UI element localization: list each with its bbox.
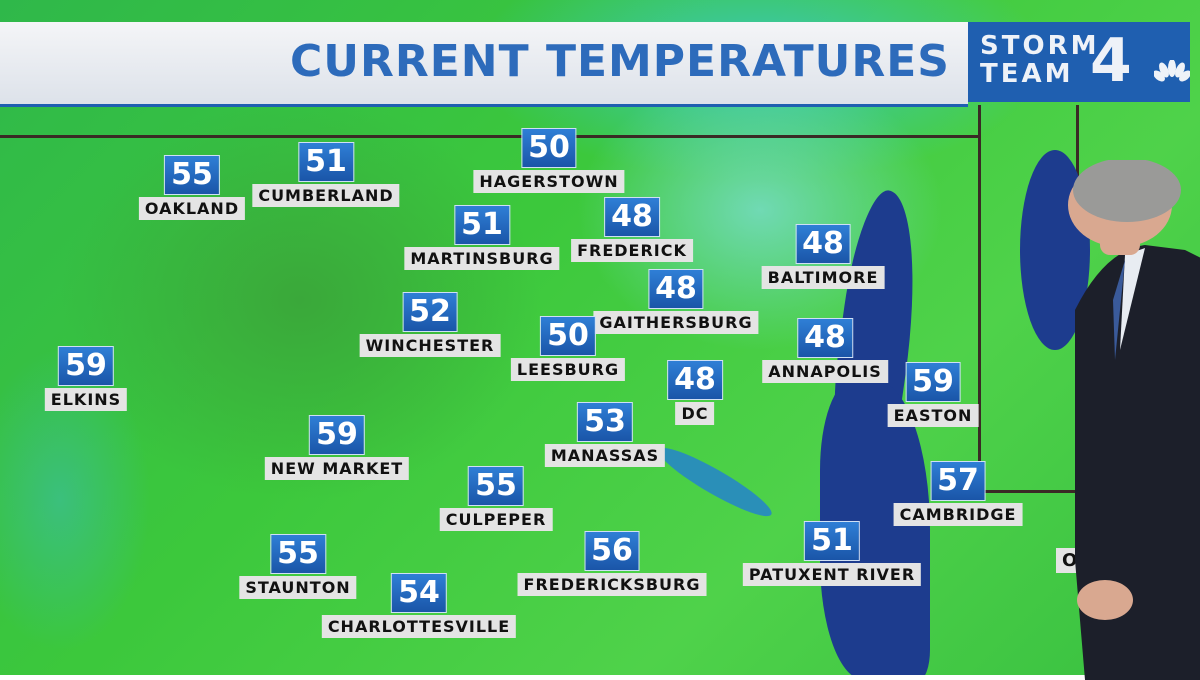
city-marker: 50 LEESBURG: [510, 316, 626, 381]
potomac-river: [652, 439, 778, 525]
temperature-badge: 50: [540, 316, 596, 356]
city-marker: 59 NEW MARKET: [264, 415, 410, 480]
logo-number: 4: [1090, 26, 1132, 96]
city-name: WINCHESTER: [359, 334, 501, 357]
city-marker: 52 WINCHESTER: [359, 292, 501, 357]
city-marker: 54 CHARLOTTESVILLE: [321, 573, 517, 638]
city-name: HAGERSTOWN: [473, 170, 625, 193]
city-name: MARTINSBURG: [404, 247, 560, 270]
city-marker: 53 MANASSAS: [544, 402, 666, 467]
city-name: NEW MARKET: [264, 457, 410, 480]
city-marker: 59 EASTON: [887, 362, 979, 427]
storm-team-4-logo: STORM TEAM 4: [968, 22, 1190, 102]
city-name: LEESBURG: [510, 358, 626, 381]
city-marker: 48 BALTIMORE: [761, 224, 885, 289]
city-name: FREDERICK: [571, 239, 693, 262]
temperature-badge: 57: [930, 461, 986, 501]
city-marker: 51 CUMBERLAND: [252, 142, 400, 207]
logo-text: STORM TEAM: [980, 32, 1099, 88]
city-marker: 48 FREDERICK: [571, 197, 693, 262]
city-name: EASTON: [887, 404, 979, 427]
city-marker: 48 ANNAPOLIS: [762, 318, 888, 383]
city-name: CULPEPER: [439, 508, 553, 531]
city-name: MANASSAS: [544, 444, 666, 467]
temperature-badge: 53: [577, 402, 633, 442]
city-name: CAMBRIDGE: [893, 503, 1023, 526]
city-name: CUMBERLAND: [252, 184, 400, 207]
state-border-pa-md: [0, 135, 980, 138]
city-name: ELKINS: [44, 388, 128, 411]
meteorologist: [1068, 160, 1200, 680]
city-marker: 55 OAKLAND: [138, 155, 246, 220]
temperature-badge: 59: [905, 362, 961, 402]
temperature-badge: 56: [584, 531, 640, 571]
temperature-badge: 48: [604, 197, 660, 237]
temperature-badge: 51: [454, 205, 510, 245]
temperature-badge: 55: [270, 534, 326, 574]
temperature-badge: 55: [468, 466, 524, 506]
temperature-badge: 48: [795, 224, 851, 264]
temperature-badge: 54: [391, 573, 447, 613]
city-marker: 48 GAITHERSBURG: [593, 269, 759, 334]
title-banner: CURRENT TEMPERATURES: [0, 22, 968, 107]
city-marker: 50 HAGERSTOWN: [473, 128, 625, 193]
temperature-badge: 59: [309, 415, 365, 455]
temperature-badge: 48: [667, 360, 723, 400]
temperature-badge: 59: [58, 346, 114, 386]
city-name: DC: [675, 402, 715, 425]
temperature-badge: 55: [164, 155, 220, 195]
temperature-badge: 51: [298, 142, 354, 182]
logo-line2: TEAM: [980, 59, 1074, 89]
city-name: BALTIMORE: [761, 266, 885, 289]
city-marker: 51 MARTINSBURG: [404, 205, 560, 270]
city-marker: 51 PATUXENT RIVER: [742, 521, 922, 586]
city-name: CHARLOTTESVILLE: [321, 615, 517, 638]
city-name: PATUXENT RIVER: [742, 563, 922, 586]
city-marker: 55 CULPEPER: [439, 466, 553, 531]
peacock-icon: [1154, 60, 1190, 82]
temperature-badge: 48: [797, 318, 853, 358]
city-name: ANNAPOLIS: [762, 360, 888, 383]
city-marker: 59 ELKINS: [44, 346, 128, 411]
city-name: FREDERICKSBURG: [517, 573, 707, 596]
city-name: GAITHERSBURG: [593, 311, 759, 334]
logo-line1: STORM: [980, 31, 1100, 61]
temperature-badge: 50: [521, 128, 577, 168]
city-marker: 55 STAUNTON: [239, 534, 357, 599]
page-title: CURRENT TEMPERATURES: [289, 36, 950, 87]
city-name: OAKLAND: [138, 197, 246, 220]
city-name: STAUNTON: [239, 576, 357, 599]
temperature-badge: 52: [402, 292, 458, 332]
city-marker: 57 CAMBRIDGE: [893, 461, 1023, 526]
temperature-badge: 48: [648, 269, 704, 309]
temperature-badge: 51: [804, 521, 860, 561]
city-marker: 56 FREDERICKSBURG: [517, 531, 707, 596]
city-marker: 48 DC: [667, 360, 723, 425]
